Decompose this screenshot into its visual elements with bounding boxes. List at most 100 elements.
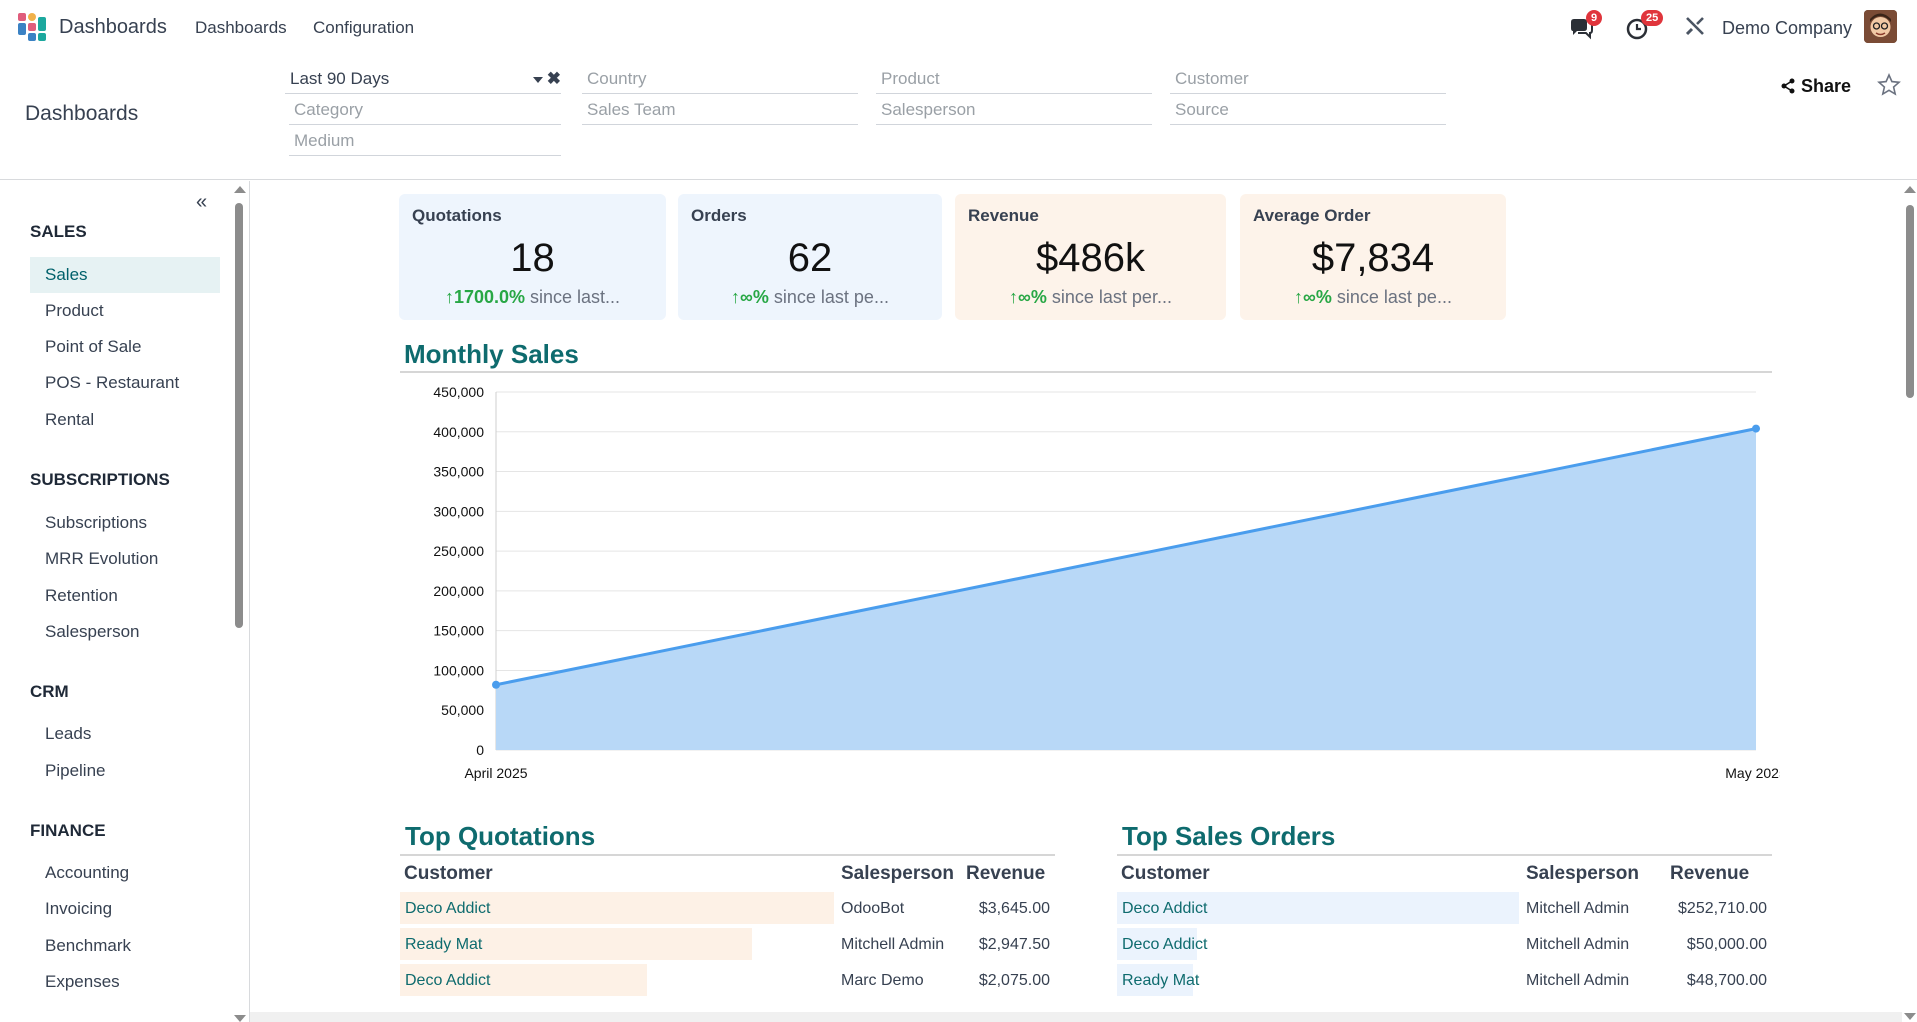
product-filter[interactable]: Product [876,68,1152,94]
section-title-finance: FINANCE [30,821,106,840]
sales-team-filter[interactable]: Sales Team [582,99,858,125]
main-scrollbar[interactable] [1902,181,1917,1022]
customer-link[interactable]: Deco Addict [1122,936,1208,953]
table-row[interactable]: Deco Addict OdooBot $3,645.00 [400,892,1055,926]
table-row[interactable]: Deco Addict Marc Demo $2,075.00 [400,964,1055,998]
kpi-card-average-order[interactable]: Average Order $7,834 ↑∞% since last pe..… [1240,194,1506,320]
customer-filter[interactable]: Customer [1170,68,1446,94]
kpi-trend-text: since last pe... [773,287,889,307]
favorite-star-icon[interactable] [1877,73,1901,97]
chevron-down-icon[interactable] [533,77,543,83]
sidebar-item-sales[interactable]: Sales [30,257,220,293]
sidebar-item-mrr-evolution[interactable]: MRR Evolution [45,549,159,568]
sidebar-item-expenses[interactable]: Expenses [45,972,120,991]
country-filter[interactable]: Country [582,68,858,94]
clear-icon[interactable]: ✖ [546,69,561,88]
column-header-revenue[interactable]: Revenue [966,863,1046,884]
kpi-trend-pct: ∞% [1018,287,1047,307]
revenue-cell: $2,947.50 [978,936,1050,953]
sidebar-item-invoicing[interactable]: Invoicing [45,899,113,918]
sidebar-item-benchmark[interactable]: Benchmark [45,936,131,955]
period-filter-value: Last 90 Days [290,69,390,88]
kpi-card-quotations[interactable]: Quotations 18 ↑1700.0% since last... [399,194,666,320]
salesperson-filter[interactable]: Salesperson [876,99,1152,125]
kpi-trend-text: since last... [530,287,621,307]
customer-link[interactable]: Deco Addict [405,972,491,989]
collapse-sidebar-button[interactable]: « [196,191,208,213]
scrollbar-thumb[interactable] [235,203,243,628]
category-filter[interactable]: Category [289,99,561,125]
scroll-down-arrow-icon[interactable] [234,1015,246,1022]
horizontal-scrollbar[interactable] [250,1012,1902,1022]
scroll-down-arrow-icon[interactable] [1904,1013,1916,1020]
kpi-trend-pct: ∞% [1303,287,1332,307]
sidebar-item-subscriptions[interactable]: Subscriptions [45,513,148,532]
kpi-name: Orders [691,206,747,225]
monthly-sales-chart[interactable]: 0 50,000 100,000 150,000 200,000 250,000 300,0… [400,376,1780,786]
page-title: Dashboards [25,102,139,125]
menu-dashboards[interactable]: Dashboards [195,18,287,37]
medium-filter[interactable]: Medium [289,130,561,156]
column-header-customer[interactable]: Customer [404,863,493,884]
user-avatar[interactable] [1864,10,1897,43]
scrollbar-thumb[interactable] [1906,205,1914,398]
y-tick-label: 0 [476,742,484,758]
data-point [492,680,500,689]
kpi-trend: ↑1700.0% since last... [412,287,653,308]
tools-icon[interactable] [1683,14,1709,40]
scroll-up-arrow-icon[interactable] [1904,186,1916,193]
sidebar-item-accounting[interactable]: Accounting [45,863,130,882]
sidebar-scrollbar[interactable] [233,181,246,1022]
table-row[interactable]: Deco Addict Mitchell Admin $252,710.00 [1117,892,1772,926]
customer-link[interactable]: Ready Mat [405,936,483,953]
table-row[interactable]: Ready Mat Mitchell Admin $2,947.50 [400,928,1055,962]
column-header-salesperson[interactable]: Salesperson [1526,863,1639,884]
sidebar-item-pos-restaurant[interactable]: POS - Restaurant [45,373,180,392]
table-row[interactable]: Ready Mat Mitchell Admin $48,700.00 [1117,964,1772,998]
sidebar-item-point-of-sale[interactable]: Point of Sale [45,337,142,356]
column-header-revenue[interactable]: Revenue [1670,863,1750,884]
scroll-up-arrow-icon[interactable] [234,186,246,193]
messages-icon[interactable]: 9 [1568,10,1603,41]
kpi-value: 62 [787,236,833,280]
data-point [1752,424,1760,433]
sidebar-item-rental[interactable]: Rental [45,410,95,429]
sidebar-item-leads[interactable]: Leads [45,724,92,743]
share-button[interactable]: Share [1780,76,1851,97]
menu-configuration[interactable]: Configuration [313,18,415,37]
customer-link[interactable]: Deco Addict [405,900,491,917]
kpi-name: Average Order [1253,206,1371,225]
column-header-salesperson[interactable]: Salesperson [841,863,954,884]
trend-up-arrow-icon: ↑ [444,287,454,307]
table-row[interactable]: Deco Addict Mitchell Admin $50,000.00 [1117,928,1772,962]
period-filter[interactable]: Last 90 Days ✖ [285,68,561,94]
share-icon [1781,78,1795,94]
revenue-cell: $48,700.00 [1686,972,1767,989]
y-tick-label: 250,000 [433,543,484,559]
kpi-card-revenue[interactable]: Revenue $486k ↑∞% since last per... [955,194,1226,320]
customer-link[interactable]: Deco Addict [1122,900,1208,917]
sidebar-item-product[interactable]: Product [45,301,104,320]
kpi-value: $7,834 [1311,236,1435,280]
top-sales-orders-title: Top Sales Orders [1122,821,1336,851]
sidebar-item-salesperson[interactable]: Salesperson [45,622,140,641]
series-line [495,427,1757,687]
y-tick-label: 200,000 [433,583,484,599]
kpi-trend-text: since last pe... [1336,287,1452,307]
y-tick-label: 300,000 [433,503,484,519]
sidebar-item-pipeline[interactable]: Pipeline [45,761,106,780]
customer-link[interactable]: Ready Mat [1122,972,1200,989]
column-header-customer[interactable]: Customer [1121,863,1210,884]
revenue-cell: $252,710.00 [1678,900,1767,917]
company-switcher[interactable]: Demo Company [1722,18,1853,38]
kpi-trend-pct: 1700.0% [453,287,525,307]
source-filter[interactable]: Source [1170,99,1446,125]
area-fill [496,428,1756,750]
app-brand[interactable]: Dashboards [59,16,167,38]
app-logo-icon[interactable] [18,13,48,43]
activities-clock-icon[interactable]: 25 [1624,10,1664,41]
section-title-sales: SALES [30,222,87,241]
sidebar-item-retention[interactable]: Retention [45,586,118,605]
salesperson-cell: Mitchell Admin [1526,900,1630,917]
kpi-card-orders[interactable]: Orders 62 ↑∞% since last pe... [678,194,942,320]
